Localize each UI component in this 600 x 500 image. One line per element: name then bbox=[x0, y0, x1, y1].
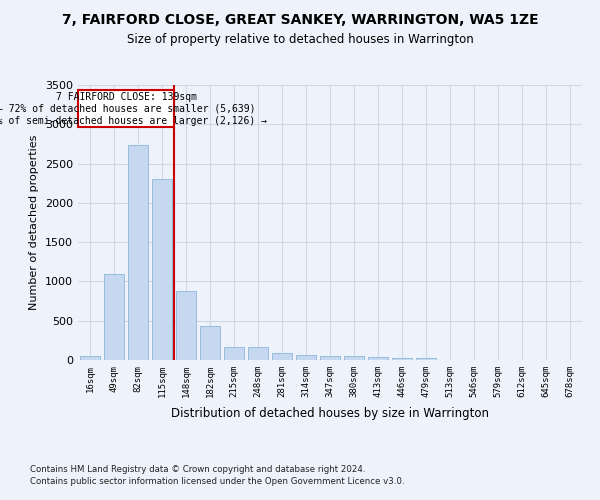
Text: 27% of semi-detached houses are larger (2,126) →: 27% of semi-detached houses are larger (… bbox=[0, 116, 267, 126]
Bar bbox=[416, 358, 436, 360]
Y-axis label: Number of detached properties: Number of detached properties bbox=[29, 135, 40, 310]
Bar bbox=[152, 180, 172, 360]
Bar bbox=[224, 347, 244, 360]
Bar bbox=[200, 326, 220, 360]
Bar bbox=[80, 356, 100, 360]
Bar bbox=[344, 356, 364, 360]
Text: Contains public sector information licensed under the Open Government Licence v3: Contains public sector information licen… bbox=[30, 478, 404, 486]
Bar bbox=[392, 358, 412, 360]
Text: 7 FAIRFORD CLOSE: 139sqm: 7 FAIRFORD CLOSE: 139sqm bbox=[56, 92, 197, 102]
Bar bbox=[248, 347, 268, 360]
Bar bbox=[128, 146, 148, 360]
Bar bbox=[320, 356, 340, 360]
Bar bbox=[176, 291, 196, 360]
Bar bbox=[272, 353, 292, 360]
Bar bbox=[104, 274, 124, 360]
Text: Distribution of detached houses by size in Warrington: Distribution of detached houses by size … bbox=[171, 408, 489, 420]
Text: ← 72% of detached houses are smaller (5,639): ← 72% of detached houses are smaller (5,… bbox=[0, 104, 255, 114]
Bar bbox=[296, 354, 316, 360]
FancyBboxPatch shape bbox=[78, 90, 174, 128]
Text: Size of property relative to detached houses in Warrington: Size of property relative to detached ho… bbox=[127, 32, 473, 46]
Bar bbox=[368, 357, 388, 360]
Text: 7, FAIRFORD CLOSE, GREAT SANKEY, WARRINGTON, WA5 1ZE: 7, FAIRFORD CLOSE, GREAT SANKEY, WARRING… bbox=[62, 12, 538, 26]
Text: Contains HM Land Registry data © Crown copyright and database right 2024.: Contains HM Land Registry data © Crown c… bbox=[30, 465, 365, 474]
